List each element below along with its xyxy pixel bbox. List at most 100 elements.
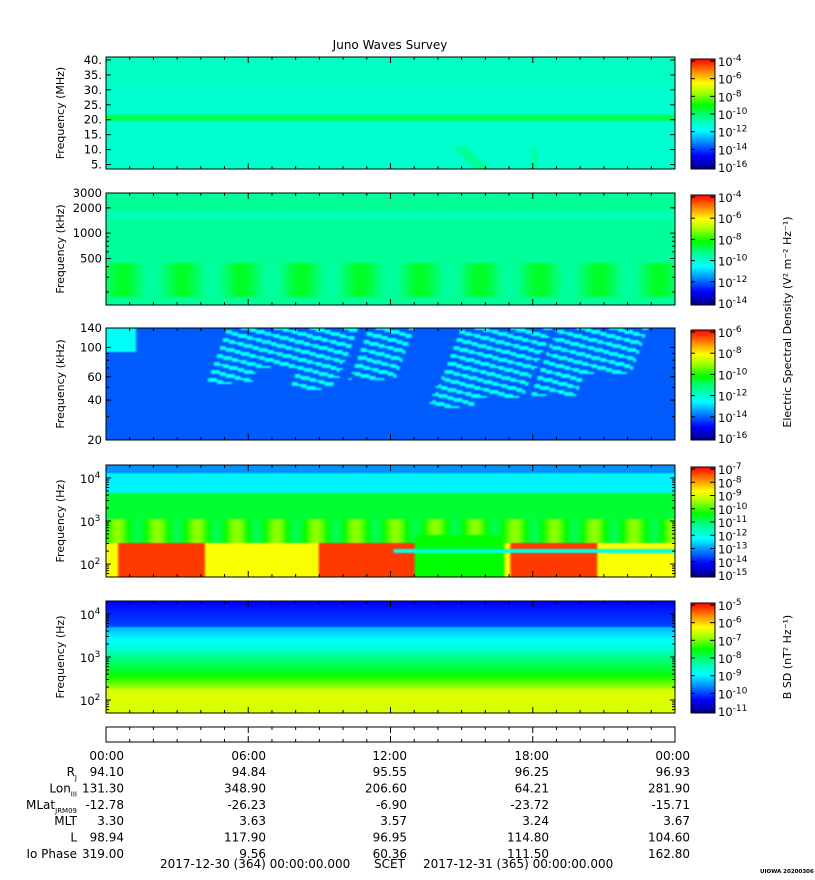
ephemeris-value: 3.63: [239, 814, 266, 828]
ylabel-p1: Frequency (MHz): [54, 67, 67, 159]
ytick-label: 102: [80, 693, 100, 708]
date-start: 2017-12-30 (364) 00:00:00.000: [160, 857, 350, 871]
colorbar-tick-label: 10-8: [718, 346, 742, 361]
ephemeris-value: -26.23: [227, 798, 266, 812]
panel-p4: 104 103 102 Frequency (Hz) 10-710-810-910-10…: [54, 462, 748, 583]
colorbar-tick-label: 10-11: [718, 515, 747, 530]
spectrogram-p5: [106, 601, 675, 713]
colorbar-tick-label: 10-6: [718, 616, 742, 631]
colorbar-tick-label: 10-13: [718, 542, 747, 557]
ephemeris-value: 206.60: [365, 781, 407, 795]
scet-label: SCET: [374, 857, 406, 871]
date-end: 2017-12-31 (365) 00:00:00.000: [423, 857, 613, 871]
ytick-label: 35.: [84, 68, 102, 82]
chart-title: Juno Waves Survey: [332, 38, 448, 52]
colorbar-tick-label: 10-12: [718, 275, 747, 290]
colorbar-tick-label: 10-12: [718, 389, 747, 404]
ephemeris-value: 94.84: [232, 765, 266, 779]
ytick-label: 1000: [73, 226, 102, 240]
ephemeris-table: RJ 94.10 94.84 95.55 96.25 96.93 LonIII 131.30 3…: [26, 765, 690, 861]
ytick-label: 104: [80, 607, 101, 622]
colorbar-tick-label: 10-6: [718, 72, 742, 87]
ytick-label: 103: [80, 514, 100, 529]
ytick-label: 140: [80, 321, 102, 335]
ephemeris-value: -6.90: [376, 798, 407, 812]
colorbar-tick-label: 10-15: [718, 568, 747, 583]
colorbar-tick-label: 10-9: [718, 489, 742, 504]
ephemeris-value: 96.95: [373, 831, 407, 845]
colorbar-tick-label: 10-9: [718, 669, 742, 684]
panel-p1: 40.35.30.25.20.15.10.5. Frequency (MHz) 10…: [54, 53, 748, 175]
ephemeris-value: 3.67: [663, 814, 690, 828]
colorbar-p2: [690, 194, 716, 306]
ephemeris-value: 98.94: [90, 831, 124, 845]
spectrogram-p3: [106, 328, 675, 440]
colorbar-tick-label: 10-7: [718, 462, 742, 477]
xtick-label: 00:00: [89, 749, 124, 763]
xtick-label: 12:00: [372, 749, 407, 763]
time-axis: 00:00 06:00 12:00 18:00 00:00: [89, 727, 690, 763]
ephemeris-label: LonIII: [49, 781, 77, 798]
xtick-label: 00:00: [655, 749, 690, 763]
ephemeris-value: 319.00: [82, 847, 124, 861]
colorbar-tick-label: 10-14: [718, 410, 748, 425]
ylabel-p4: Frequency (Hz): [54, 480, 67, 563]
colorbar-tick-label: 10-14: [718, 296, 748, 311]
colorbar-tick-label: 10-5: [718, 598, 742, 613]
ephemeris-value: -12.78: [85, 798, 124, 812]
colorbar-tick-label: 10-6: [718, 211, 742, 226]
colorbar-tick-label: 10-7: [718, 633, 742, 648]
ephemeris-value: -15.71: [651, 798, 690, 812]
ephemeris-value: 95.55: [373, 765, 407, 779]
panel-p5: 104 103 102 Frequency (Hz) 10-5 10-6 10-7 10-8 1…: [54, 598, 794, 719]
ephemeris-value: 117.90: [224, 831, 266, 845]
ylabel-p5: Frequency (Hz): [54, 616, 67, 699]
ephemeris-value: -23.72: [510, 798, 549, 812]
colorbar-tick-label: 10-8: [718, 232, 742, 247]
ytick-label: 60: [87, 370, 102, 384]
colorbar-label-p3: Electric Spectral Density (V² m⁻² Hz⁻¹): [781, 216, 794, 427]
colorbar-tick-label: 10-10: [718, 686, 748, 701]
ephemeris-label: L: [70, 831, 77, 845]
colorbar-tick-label: 10-11: [718, 704, 747, 719]
colorbar-tick-label: 10-4: [718, 190, 742, 205]
ytick-label: 3000: [73, 186, 102, 200]
ytick-label: 104: [80, 471, 101, 486]
ephemeris-value: 104.60: [648, 831, 690, 845]
colorbar-tick-label: 10-10: [718, 254, 748, 269]
panels: 40.35.30.25.20.15.10.5. Frequency (MHz) 10…: [54, 53, 794, 719]
colorbar-tick-label: 10-4: [718, 54, 742, 69]
colorbar-tick-label: 10-10: [718, 107, 748, 122]
ephemeris-value: 131.30: [82, 781, 124, 795]
colorbar-tick-label: 10-14: [718, 555, 748, 570]
ytick-label: 30.: [84, 83, 102, 97]
colorbar-tick-label: 10-16: [718, 160, 748, 175]
ephemeris-value: 162.80: [648, 847, 690, 861]
colorbar-tick-label: 10-10: [718, 502, 748, 517]
ephemeris-value: 9.56: [239, 847, 266, 861]
ytick-label: 5.: [91, 158, 102, 172]
ytick-label: 15.: [84, 128, 102, 142]
ephemeris-value: 96.25: [515, 765, 549, 779]
colorbar-tick-label: 10-14: [718, 142, 748, 157]
ephemeris-value: 60.36: [373, 847, 407, 861]
colorbar-tick-label: 10-8: [718, 475, 742, 490]
ytick-label: 2000: [73, 201, 102, 215]
colorbar-label-p5: B SD (nT² Hz⁻¹): [781, 615, 794, 699]
credit-label: UIOWA 20200306: [760, 869, 814, 875]
ytick-label: 500: [80, 251, 102, 265]
colorbar-tick-label: 10-8: [718, 89, 742, 104]
colorbar-tick-label: 10-8: [718, 651, 742, 666]
ytick-label: 40: [87, 393, 102, 407]
ephemeris-value: 3.57: [380, 814, 407, 828]
ephemeris-label: RJ: [67, 765, 77, 782]
ephemeris-value: 94.10: [90, 765, 124, 779]
ylabel-p3: Frequency (kHz): [54, 339, 67, 428]
ytick-label: 20.: [84, 113, 102, 127]
ytick-label: 25.: [84, 98, 102, 112]
colorbar-p3: [690, 329, 716, 441]
panel-p3: 140 100 60 40 20 Frequency (kHz) 10-6 10-8 10-10…: [54, 216, 794, 447]
ytick-label: 40.: [84, 53, 102, 67]
ephemeris-label: MLT: [54, 814, 77, 828]
xtick-label: 06:00: [231, 749, 266, 763]
